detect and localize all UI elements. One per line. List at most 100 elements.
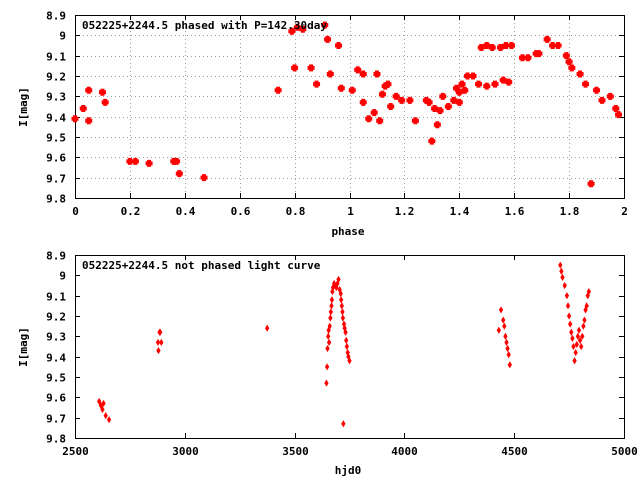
unphased-y-tick-label: 9.6 bbox=[46, 392, 66, 405]
unphased-data-point bbox=[558, 261, 563, 269]
unphased-y-tick-label: 9.5 bbox=[46, 372, 66, 385]
unphased-data-point bbox=[340, 314, 346, 322]
phased-data-point bbox=[288, 27, 296, 35]
phased-data-point bbox=[348, 86, 356, 94]
unphased-data-point bbox=[155, 338, 161, 347]
unphased-x-tick-label: 3000 bbox=[172, 445, 199, 458]
unphased-x-tick-label: 3500 bbox=[282, 445, 309, 458]
phased-data-point bbox=[565, 58, 573, 66]
unphased-data-point bbox=[506, 351, 511, 359]
unphased-data-point bbox=[327, 322, 332, 330]
unphased-data-point bbox=[97, 397, 102, 405]
phased-data-point bbox=[321, 21, 329, 29]
unphased-data-point bbox=[324, 363, 330, 371]
unphased-y-tick-label: 9.4 bbox=[46, 352, 66, 365]
unphased-data-point bbox=[569, 328, 574, 336]
unphased-data-point bbox=[580, 332, 585, 340]
phased-data-point bbox=[444, 103, 452, 110]
unphased-data-point bbox=[344, 336, 349, 344]
phased-data-point bbox=[85, 86, 93, 94]
unphased-data-point bbox=[579, 342, 584, 351]
unphased-data-point bbox=[501, 316, 506, 324]
unphased-data-point bbox=[582, 316, 587, 324]
unphased-data-point bbox=[326, 338, 332, 347]
unphased-data-point bbox=[328, 308, 333, 316]
unphased-data-point bbox=[265, 324, 270, 332]
phased-ticks: 0 0.2 0.4 0.6 0.8 1 1.2 1.4 1.6 1.8 2 8.9 9 9.1 9.2 9.3… bbox=[46, 10, 628, 219]
unphased-data-point bbox=[103, 412, 108, 420]
phased-data-point bbox=[461, 86, 469, 94]
phased-x-tick-label: 1 bbox=[347, 205, 354, 218]
unphased-data-point bbox=[560, 273, 565, 281]
unphased-data-point bbox=[504, 338, 509, 347]
phased-data-point bbox=[554, 42, 562, 49]
phased-data-point bbox=[359, 98, 367, 106]
unphased-data-point bbox=[344, 342, 350, 351]
unphased-x-tick-label: 4000 bbox=[391, 445, 418, 458]
unphased-data-point bbox=[101, 399, 106, 408]
unphased-data-point bbox=[341, 420, 346, 428]
phased-data-point bbox=[398, 96, 406, 104]
phased-data-point bbox=[131, 157, 139, 165]
unphased-data-point bbox=[159, 338, 164, 347]
phased-data-point bbox=[98, 88, 106, 96]
phased-data-point bbox=[496, 44, 504, 52]
unphased-data-point bbox=[576, 326, 582, 334]
phased-y-tick-label: 9.2 bbox=[46, 71, 66, 84]
unphased-data-point bbox=[562, 281, 567, 290]
phased-data-point bbox=[406, 96, 414, 104]
phased-data-point bbox=[433, 121, 441, 129]
unphased-data-point bbox=[498, 306, 504, 314]
unphased-data-point bbox=[339, 302, 344, 310]
phased-data-point bbox=[507, 42, 515, 49]
unphased-data-point bbox=[328, 314, 333, 322]
phased-data-point bbox=[392, 92, 400, 100]
phased-data-point bbox=[477, 44, 485, 52]
phased-data-point bbox=[469, 72, 477, 80]
unphased-data-point bbox=[156, 346, 161, 355]
phased-y-tick-label: 9 bbox=[59, 30, 66, 43]
unphased-data-point bbox=[100, 405, 105, 414]
phased-data-point bbox=[524, 54, 532, 62]
phased-x-tick-label: 0.6 bbox=[231, 205, 251, 218]
phased-x-tick-label: 0.2 bbox=[121, 205, 141, 218]
unphased-data-point bbox=[502, 322, 507, 330]
phased-y-axis-label: I[mag] bbox=[17, 87, 30, 127]
unphased-ticks: 2500 3000 3500 4000 4500 5000 8.9 9 9.1 9.2 9.3 9.4… bbox=[46, 250, 638, 459]
unphased-y-tick-label: 9.2 bbox=[46, 311, 66, 324]
phased-data-point bbox=[576, 70, 584, 78]
phased-data-point bbox=[612, 105, 620, 113]
phased-data-point bbox=[562, 52, 570, 60]
unphased-x-axis-label: hjd0 bbox=[335, 464, 362, 477]
unphased-data-point bbox=[339, 296, 344, 304]
phased-data-point bbox=[313, 80, 321, 88]
phased-data-point bbox=[299, 25, 307, 33]
phased-data-point bbox=[326, 70, 334, 78]
unphased-data-point bbox=[568, 320, 573, 328]
phased-data-point bbox=[307, 64, 315, 72]
phased-x-tick-label: 0 bbox=[72, 205, 79, 218]
phased-data-point bbox=[455, 88, 463, 96]
phased-data-point bbox=[378, 90, 386, 98]
phased-data-point bbox=[535, 50, 543, 58]
unphased-data-point bbox=[565, 302, 571, 310]
phased-x-tick-label: 0.4 bbox=[176, 205, 196, 218]
phased-chart-title: 052225+2244.5 phased with P=142.30day bbox=[82, 19, 327, 32]
phased-data-point bbox=[324, 35, 332, 43]
phased-y-tick-label: 9.3 bbox=[46, 91, 66, 104]
unphased-data-point bbox=[507, 361, 512, 369]
phased-data-point bbox=[387, 103, 395, 110]
phased-data-point bbox=[71, 115, 79, 123]
unphased-x-tick-label: 4500 bbox=[501, 445, 528, 458]
phased-data-point bbox=[145, 159, 153, 167]
phased-data-point bbox=[376, 117, 384, 125]
unphased-chart-title: 052225+2244.5 not phased light curve bbox=[82, 259, 321, 272]
unphased-y-tick-label: 9.1 bbox=[46, 291, 66, 304]
phased-data-point bbox=[79, 105, 87, 113]
unphased-data-point bbox=[347, 357, 352, 365]
phased-data-point bbox=[291, 64, 299, 72]
unphased-plot-frame bbox=[75, 255, 625, 439]
unphased-x-tick-label: 5000 bbox=[611, 445, 638, 458]
phased-data-point bbox=[428, 137, 436, 145]
